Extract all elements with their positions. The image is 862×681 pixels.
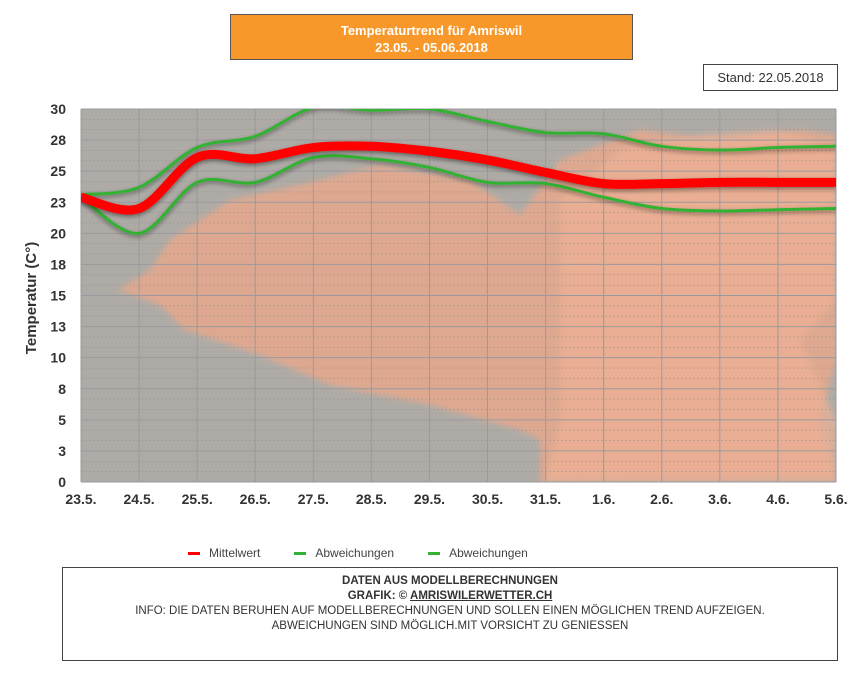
chart-legend: Mittelwert Abweichungen Abweichungen (188, 546, 562, 560)
y-axis-label: Temperatur (C°) (23, 242, 40, 354)
info-warning: ABWEICHUNGEN SIND MÖGLICH.MIT VORSICHT Z… (271, 620, 629, 632)
x-tick-label: 27.5. (298, 491, 329, 507)
y-tick-label: 25 (50, 163, 66, 179)
series-lines (81, 109, 836, 235)
x-tick-label: 1.6. (592, 491, 615, 507)
y-tick-label: 5 (58, 412, 66, 428)
info-credit: GRAFIK: © AMRISWILERWETTER.CH (63, 589, 837, 604)
y-tick-label: 30 (50, 101, 66, 117)
x-tick-label: 23.5. (65, 491, 96, 507)
legend-swatch-red (188, 551, 200, 555)
y-tick-label: 20 (50, 225, 66, 241)
y-tick-label: 18 (50, 256, 66, 272)
temperature-chart: 0 3 5 8 10 13 15 18 20 23 25 28 30 23.5. 24.5. 25.5. 26… (23, 101, 848, 507)
chart-date-range: 23.05. - 05.06.2018 (375, 40, 488, 55)
chart-title: Temperaturtrend für Amriswil (340, 23, 523, 38)
x-tick-label: 5.6. (824, 491, 847, 507)
website-link[interactable]: AMRISWILERWETTER.CH (410, 590, 553, 602)
x-axis-ticks: 23.5. 24.5. 25.5. 26.5. 27.5. 28.5. 29.5. 30.5.… (65, 491, 847, 507)
info-disclaimer: INFO: DIE DATEN BERUHEN AUF MODELLBERECH… (135, 605, 765, 617)
legend-swatch-green (294, 551, 307, 555)
legend-label: Mittelwert (209, 546, 261, 560)
info-credit-prefix: GRAFIK: © (347, 590, 411, 602)
x-tick-label: 25.5. (182, 491, 213, 507)
info-source: DATEN AUS MODELLBERECHNUNGEN (342, 575, 558, 587)
series-line-mittelwert (81, 141, 836, 215)
legend-label: Abweichungen (315, 546, 395, 560)
y-tick-label: 10 (50, 350, 66, 366)
y-tick-label: 3 (58, 443, 66, 459)
y-tick-label: 13 (50, 319, 66, 335)
series-line-abweichung-lower (81, 154, 836, 235)
x-tick-label: 3.6. (708, 491, 731, 507)
x-tick-label: 4.6. (766, 491, 789, 507)
y-tick-label: 8 (58, 381, 66, 397)
legend-item-abweichungen-upper[interactable]: Abweichungen (294, 546, 394, 560)
series-line-abweichung-upper (81, 109, 836, 197)
x-tick-label: 28.5. (356, 491, 387, 507)
y-axis-ticks: 0 3 5 8 10 13 15 18 20 23 25 28 30 (50, 101, 66, 490)
y-tick-label: 15 (50, 288, 66, 304)
legend-item-mittelwert[interactable]: Mittelwert (188, 546, 260, 560)
legend-label: Abweichungen (449, 546, 528, 560)
chart-title-box: Temperaturtrend für Amriswil 23.05. - 05… (230, 14, 633, 60)
x-tick-label: 26.5. (240, 491, 271, 507)
x-tick-label: 24.5. (124, 491, 155, 507)
stand-label: Stand: 22.05.2018 (703, 64, 838, 91)
y-tick-label: 23 (50, 194, 66, 210)
x-tick-label: 30.5. (472, 491, 503, 507)
legend-item-abweichungen-lower[interactable]: Abweichungen (428, 546, 528, 560)
x-tick-label: 31.5. (530, 491, 561, 507)
x-tick-label: 2.6. (650, 491, 673, 507)
legend-swatch-green (428, 551, 441, 555)
y-tick-label: 0 (58, 474, 66, 490)
y-tick-label: 28 (50, 132, 66, 148)
info-box: DATEN AUS MODELLBERECHNUNGEN GRAFIK: © A… (62, 567, 838, 661)
x-tick-label: 29.5. (414, 491, 445, 507)
